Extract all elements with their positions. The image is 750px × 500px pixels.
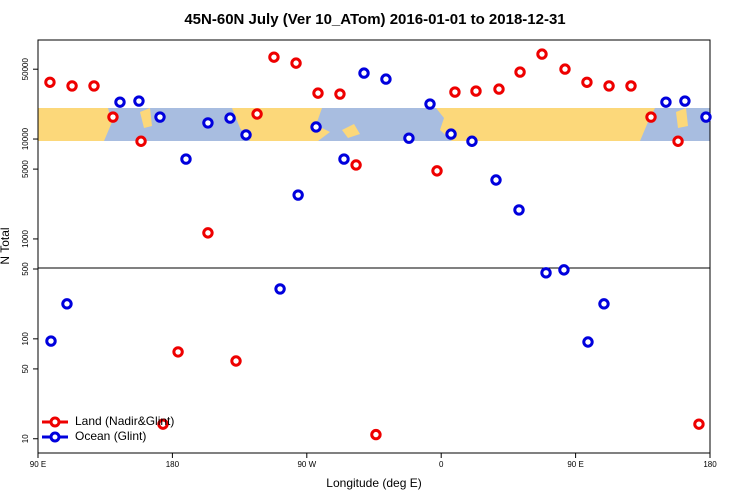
data-point (672, 135, 684, 147)
data-point (114, 96, 126, 108)
data-point (274, 283, 286, 295)
data-point (45, 335, 57, 347)
x-tick-label: 180 (703, 460, 717, 469)
data-point (449, 86, 461, 98)
data-point (202, 117, 214, 129)
chart-title: 45N-60N July (Ver 10_ATom) 2016-01-01 to… (184, 11, 565, 28)
data-point (66, 80, 78, 92)
legend-marker (49, 416, 61, 428)
x-tick-label: 90 E (30, 460, 46, 469)
data-point (493, 83, 505, 95)
data-point (679, 95, 691, 107)
data-point (338, 153, 350, 165)
data-point (514, 66, 526, 78)
x-tick-label: 90 W (297, 460, 316, 469)
plot-frame (37, 39, 711, 454)
data-point (625, 80, 637, 92)
legend-label: Ocean (Glint) (75, 429, 146, 443)
data-point (559, 63, 571, 75)
data-point (693, 418, 705, 430)
data-point (251, 108, 263, 120)
data-point (44, 76, 56, 88)
y-tick-label: 50 (21, 364, 30, 373)
data-point (445, 128, 457, 140)
y-tick-label: 10 (21, 434, 30, 443)
data-point (700, 111, 712, 123)
data-point (157, 418, 169, 430)
data-point (380, 73, 392, 85)
y-tick-label: 100 (21, 332, 30, 346)
y-tick-label: 10000 (21, 127, 30, 150)
data-point (558, 264, 570, 276)
x-tick-label: 180 (166, 460, 180, 469)
x-tick-label: 0 (439, 460, 444, 469)
y-axis-label: N Total (0, 227, 12, 264)
map-strip (38, 108, 710, 141)
data-point (358, 67, 370, 79)
y-tick-label: 5000 (21, 160, 30, 178)
y-tick-label: 50000 (21, 58, 30, 81)
data-point (334, 88, 346, 100)
data-point (540, 267, 552, 279)
legend-label: Land (Nadir&Glint) (75, 414, 174, 428)
data-point (172, 346, 184, 358)
x-axis-label: Longitude (deg E) (326, 476, 421, 490)
data-point (240, 129, 252, 141)
data-point (603, 80, 615, 92)
data-point (403, 132, 415, 144)
data-point (61, 298, 73, 310)
data-point (582, 336, 594, 348)
data-point (470, 85, 482, 97)
data-point (230, 355, 242, 367)
data-point (224, 112, 236, 124)
data-point (660, 96, 672, 108)
legend-marker (49, 431, 61, 443)
data-point (312, 87, 324, 99)
data-point (350, 159, 362, 171)
x-tick-label: 90 E (567, 460, 583, 469)
data-point (107, 111, 119, 123)
data-point (268, 51, 280, 63)
data-point (292, 189, 304, 201)
data-point (513, 204, 525, 216)
data-point (88, 80, 100, 92)
data-point (290, 57, 302, 69)
data-point (133, 95, 145, 107)
data-point (202, 227, 214, 239)
data-point (135, 135, 147, 147)
data-point (490, 174, 502, 186)
y-tick-label: 500 (21, 262, 30, 276)
data-point (370, 428, 382, 441)
data-point (431, 165, 443, 177)
data-point (645, 111, 657, 123)
data-point (310, 121, 322, 133)
y-tick-label: 1000 (21, 229, 30, 247)
data-point (598, 298, 610, 310)
data-point (424, 98, 436, 110)
data-point (180, 153, 192, 165)
data-point (581, 76, 593, 88)
data-point (536, 48, 548, 60)
data-point (466, 135, 478, 147)
data-point (154, 111, 166, 123)
